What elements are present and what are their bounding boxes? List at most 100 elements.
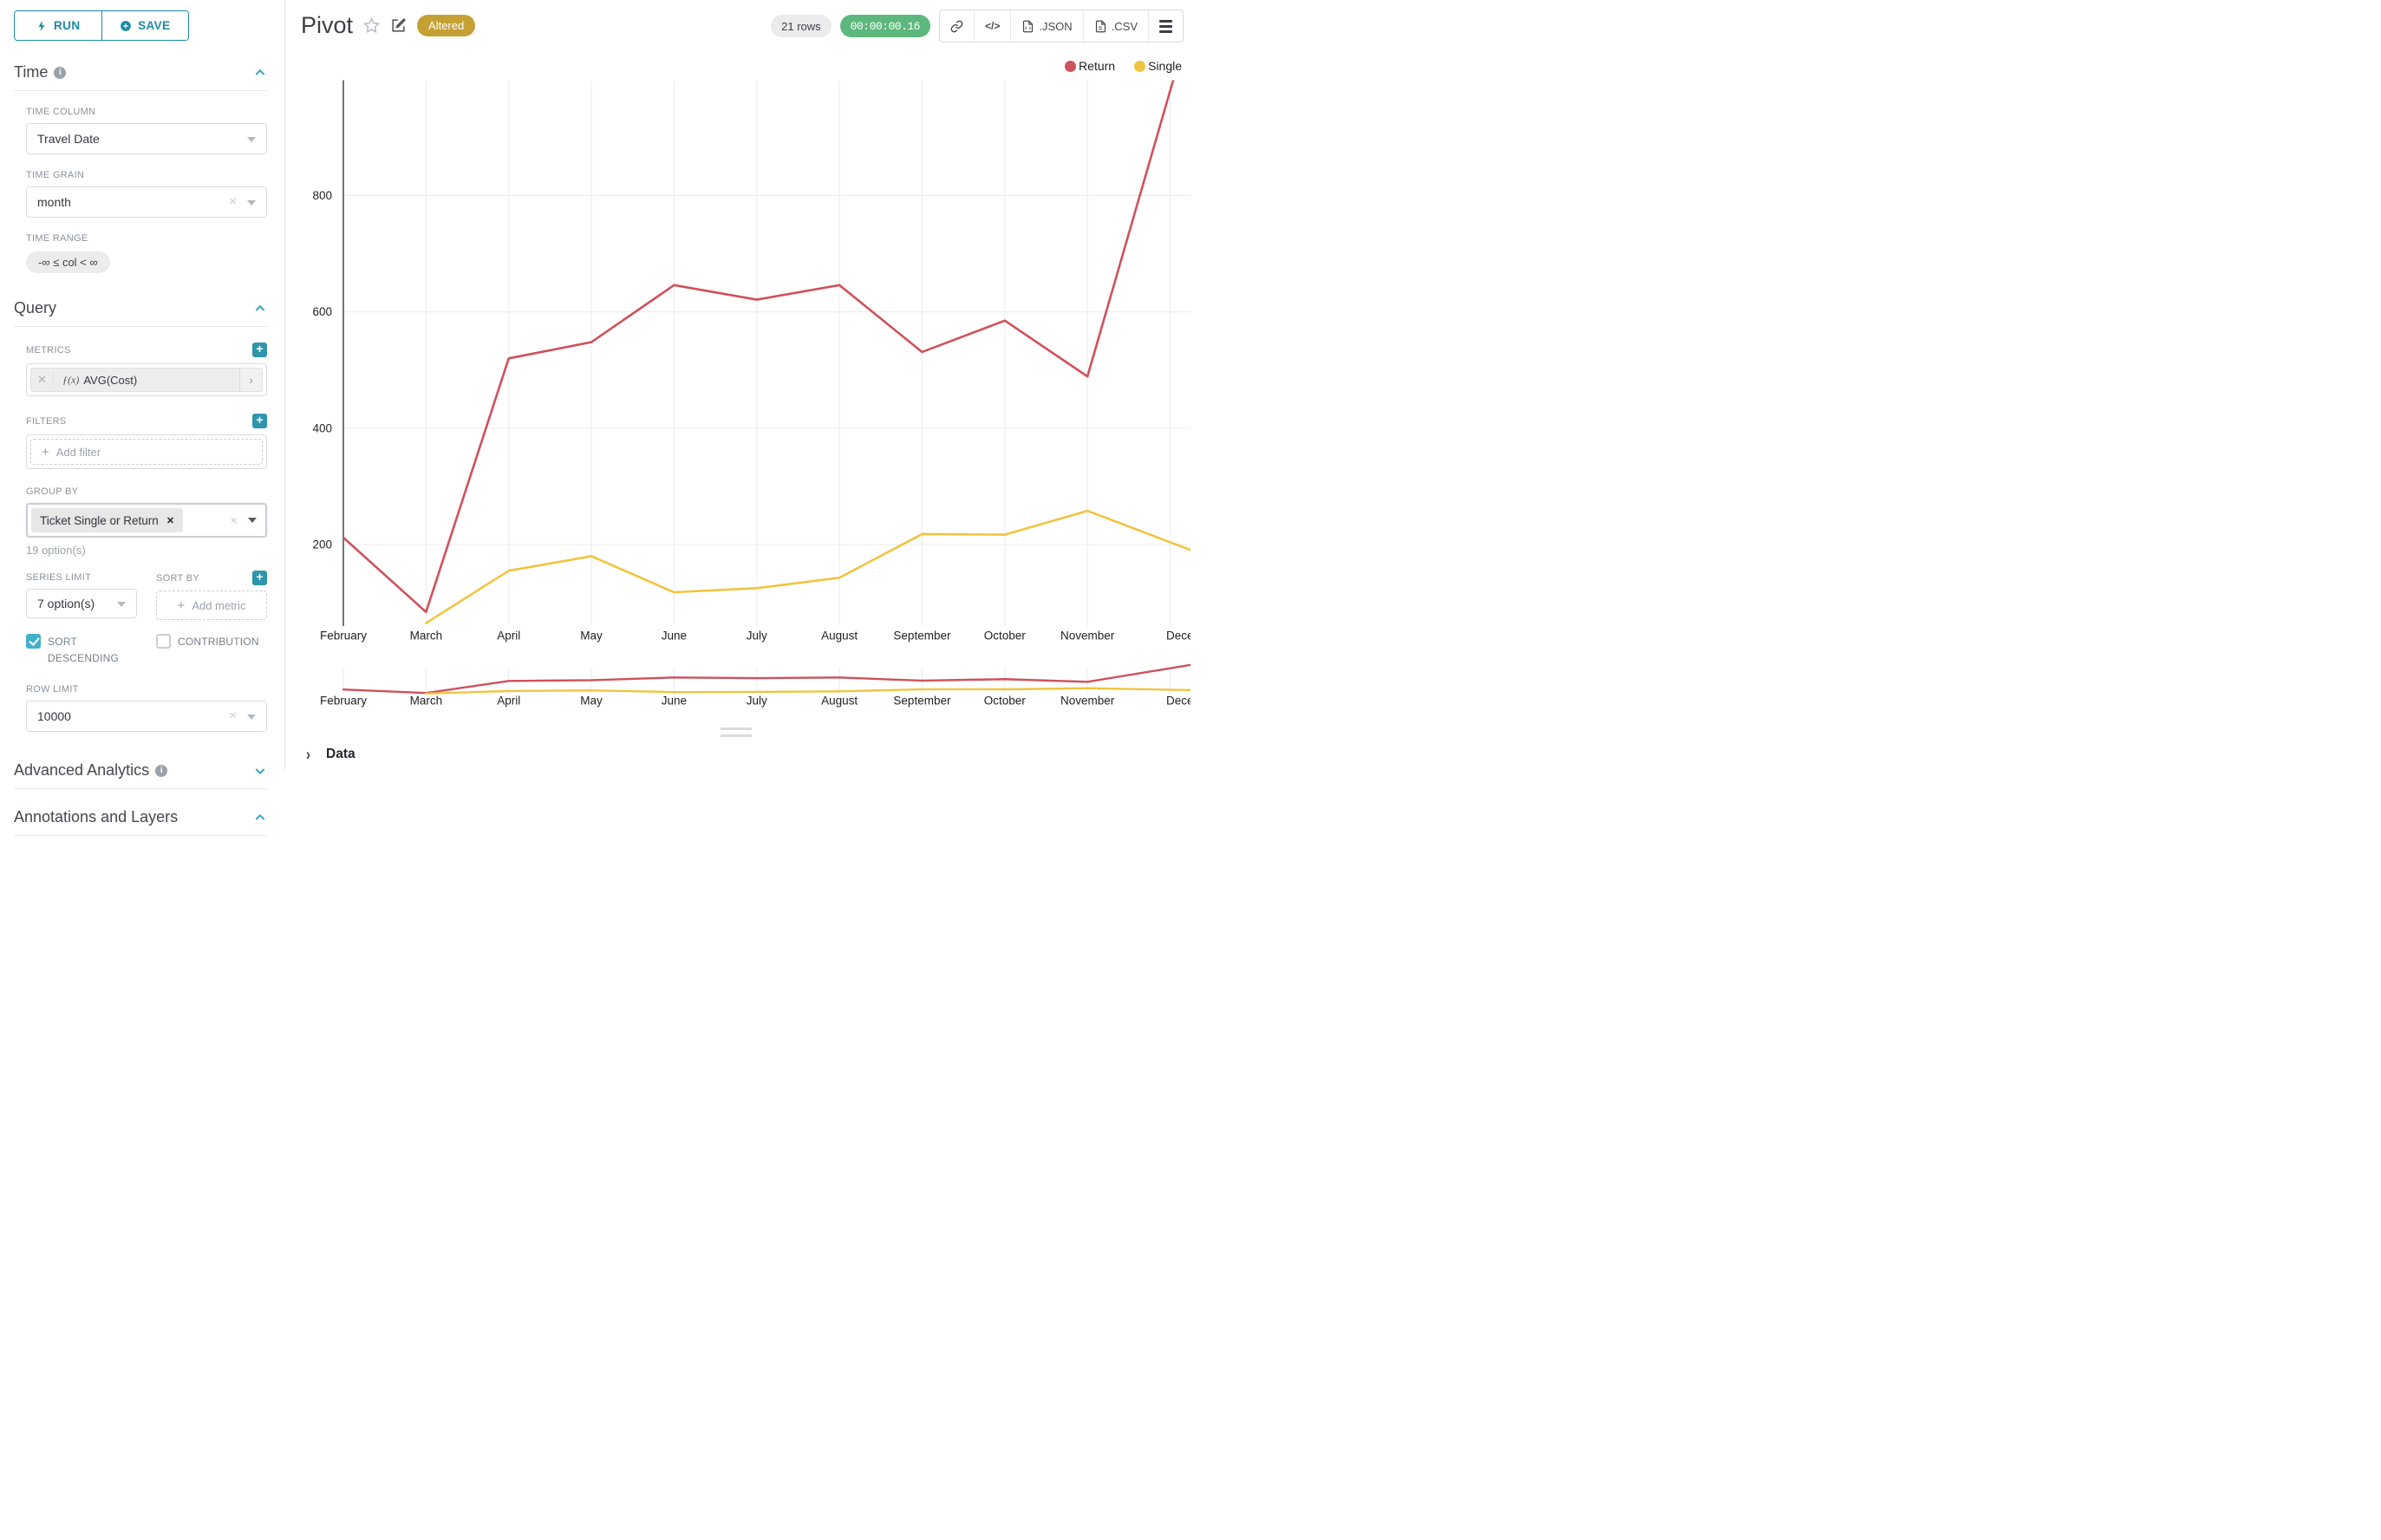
- export-json-button[interactable]: .JSON: [1010, 10, 1082, 42]
- time-column-value: Travel Date: [37, 132, 100, 146]
- sort-descending-checkbox[interactable]: [26, 634, 41, 649]
- remove-metric-icon[interactable]: ✕: [31, 373, 54, 387]
- sort-by-placeholder: Add metric: [192, 598, 246, 612]
- y-axis-tick-label: 600: [312, 305, 332, 318]
- clear-icon[interactable]: ×: [229, 708, 237, 724]
- contribution-checkbox-row[interactable]: CONTRIBUTION: [156, 634, 267, 667]
- time-column-select[interactable]: Travel Date: [26, 123, 267, 154]
- legend-label: Return: [1079, 59, 1116, 73]
- add-filter-button[interactable]: +: [252, 414, 267, 428]
- row-limit-label: ROW LIMIT: [26, 684, 79, 695]
- save-button[interactable]: SAVE: [101, 11, 188, 40]
- mini-x-axis-month-label: December: [1166, 695, 1190, 708]
- single-line: [425, 509, 1190, 624]
- filters-label: FILTERS: [26, 415, 67, 427]
- add-filter-dropzone[interactable]: + Add filter: [30, 439, 263, 465]
- filters-control: + Add filter: [26, 434, 267, 469]
- panel-resize-handle[interactable]: [721, 728, 752, 741]
- series-limit-value: 7 option(s): [37, 597, 95, 610]
- clear-icon[interactable]: ×: [230, 512, 238, 528]
- add-metric-button[interactable]: +: [252, 343, 267, 357]
- chart-panel: Pivot Altered 21 rows 00:00:00.16 </> .J…: [295, 0, 1190, 770]
- metric-token[interactable]: ✕ ƒ(x) AVG(Cost) ›: [30, 368, 263, 392]
- run-save-button-group: RUN SAVE: [14, 10, 189, 41]
- lightning-bolt-icon: [38, 20, 45, 31]
- contribution-checkbox[interactable]: [156, 634, 171, 649]
- line-chart[interactable]: 200 400 600 800 February February March March Ap…: [295, 0, 1190, 737]
- sort-by-dropzone[interactable]: + Add metric: [156, 591, 267, 620]
- query-section-header[interactable]: Query: [14, 299, 267, 317]
- mini-return-line: [342, 663, 1190, 695]
- time-grain-label: TIME GRAIN: [26, 170, 85, 180]
- advanced-analytics-header[interactable]: Advanced Analytics i: [14, 761, 267, 780]
- divider: [14, 835, 267, 837]
- x-axis-month-label: April: [497, 630, 520, 643]
- chevron-up-icon[interactable]: [253, 66, 267, 80]
- time-section-header[interactable]: Time i: [14, 63, 267, 82]
- annotations-header[interactable]: Annotations and Layers: [14, 808, 267, 826]
- remove-token-icon[interactable]: ✕: [166, 515, 175, 526]
- edit-properties-icon[interactable]: [390, 17, 407, 34]
- view-query-button[interactable]: </>: [974, 10, 1010, 42]
- run-button-label: RUN: [54, 19, 81, 32]
- row-count-badge: 21 rows: [771, 15, 832, 37]
- chart-menu-button[interactable]: [1148, 10, 1183, 42]
- row-limit-select[interactable]: 10000 ×: [26, 701, 267, 733]
- add-filter-placeholder: Add filter: [55, 445, 101, 459]
- mini-x-axis-month-label: April: [497, 695, 520, 708]
- legend-item-single[interactable]: Single: [1134, 59, 1182, 73]
- time-grain-select[interactable]: month ×: [26, 186, 267, 218]
- chart-title: Pivot: [301, 12, 354, 38]
- divider: [14, 788, 267, 790]
- add-sort-metric-button[interactable]: +: [252, 571, 267, 585]
- x-axis-month-label: July: [747, 630, 767, 643]
- group-by-select[interactable]: Ticket Single or Return ✕ ×: [26, 503, 267, 538]
- time-range-pill[interactable]: -∞ ≤ col < ∞: [26, 251, 110, 273]
- divider: [14, 326, 267, 327]
- row-limit-value: 10000: [37, 709, 71, 724]
- legend-item-return[interactable]: Return: [1065, 59, 1115, 73]
- caret-down-icon: [247, 137, 256, 142]
- time-section-title: Time: [14, 63, 49, 81]
- export-csv-button[interactable]: .CSV: [1082, 10, 1148, 42]
- group-by-token-label: Ticket Single or Return: [40, 513, 159, 527]
- mini-x-axis-month-label: July: [747, 695, 767, 708]
- favorite-star-icon[interactable]: [363, 17, 381, 34]
- info-icon: i: [54, 66, 67, 79]
- run-button[interactable]: RUN: [15, 11, 101, 40]
- fx-icon: ƒ(x): [62, 373, 80, 386]
- y-axis-tick-label: 200: [312, 538, 332, 551]
- time-column-label: TIME COLUMN: [26, 107, 96, 117]
- caret-down-icon: [247, 715, 256, 721]
- group-by-token[interactable]: Ticket Single or Return ✕: [31, 508, 184, 532]
- file-csv-icon: [1095, 20, 1106, 32]
- altered-badge[interactable]: Altered: [417, 15, 476, 36]
- data-panel-toggle[interactable]: › Data: [306, 745, 356, 764]
- group-by-option-count: 19 option(s): [26, 544, 86, 557]
- mini-x-axis-month-label: November: [1060, 695, 1115, 708]
- x-axis-month-label: October: [984, 630, 1027, 643]
- mini-x-axis-month-label: September: [893, 695, 951, 708]
- sort-descending-label: SORT DESCENDING: [48, 636, 120, 665]
- short-link-button[interactable]: [940, 10, 974, 42]
- chevron-up-icon[interactable]: [253, 811, 267, 825]
- chart-legend: Return Single: [1065, 59, 1182, 73]
- sort-by-label: SORT BY: [156, 572, 199, 584]
- x-axis-month-label: November: [1060, 630, 1115, 643]
- series-limit-label: SERIES LIMIT: [26, 572, 92, 583]
- plus-icon: +: [177, 597, 186, 613]
- expand-metric-icon[interactable]: ›: [239, 369, 262, 391]
- series-limit-select[interactable]: 7 option(s): [26, 589, 137, 618]
- mini-single-line: [425, 687, 1190, 695]
- sort-descending-checkbox-row[interactable]: SORT DESCENDING: [26, 634, 137, 667]
- control-panel-sidebar: RUN SAVE Time i TIME COLUMN Travel Date …: [0, 0, 285, 837]
- mini-x-axis-month-label: August: [821, 695, 858, 708]
- clear-icon[interactable]: ×: [229, 194, 237, 209]
- chevron-up-icon[interactable]: [253, 302, 267, 316]
- x-axis-month-label: December: [1166, 630, 1190, 643]
- caret-down-icon: [247, 200, 256, 206]
- return-line: [343, 80, 1175, 614]
- group-by-label: GROUP BY: [26, 486, 79, 497]
- chevron-down-icon[interactable]: [253, 764, 267, 778]
- x-axis-month-label: August: [821, 630, 858, 643]
